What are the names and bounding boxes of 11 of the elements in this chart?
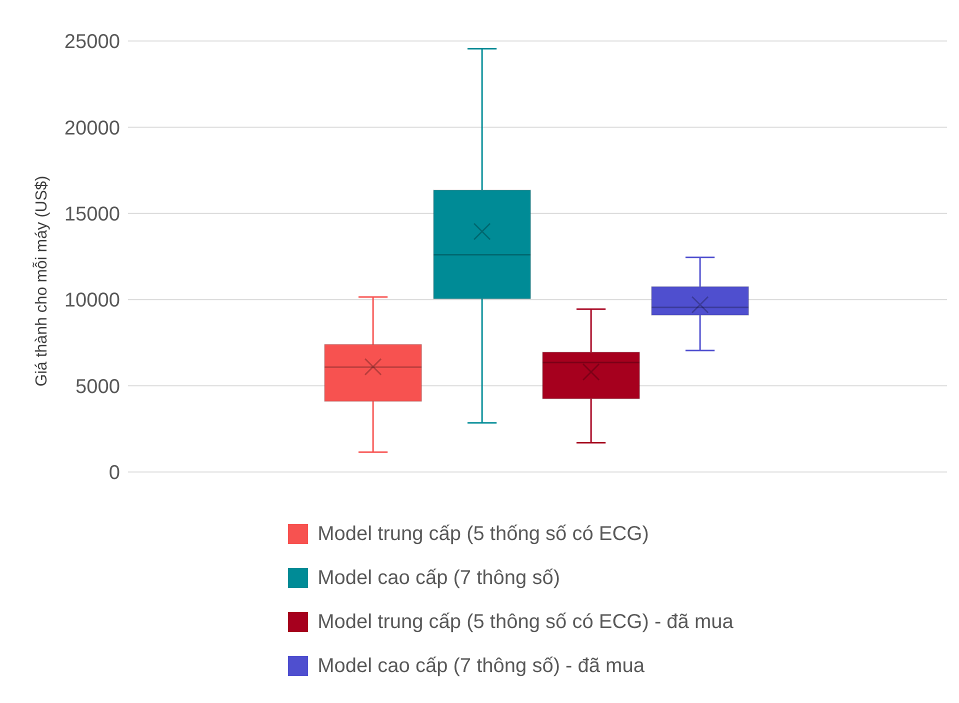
y-axis-title: Giá thành cho mỗi máy (US$) — [32, 176, 51, 386]
legend-label: Model cao cấp (7 thông số) — [318, 566, 560, 590]
y-tick-label: 0 — [108, 462, 120, 484]
y-tick-label: 10000 — [64, 290, 120, 312]
y-tick-label: 25000 — [64, 31, 120, 54]
legend-label: Model cao cấp (7 thông số) - đã mua — [318, 654, 644, 678]
legend-label: Model trung cấp (5 thông số có ECG) - đã mua — [318, 610, 734, 634]
y-tick-label: 15000 — [64, 204, 120, 226]
legend-label: Model trung cấp (5 thống số có ECG) — [318, 522, 649, 546]
y-tick-label: 5000 — [76, 376, 120, 398]
y-tick-label: 20000 — [64, 117, 120, 140]
